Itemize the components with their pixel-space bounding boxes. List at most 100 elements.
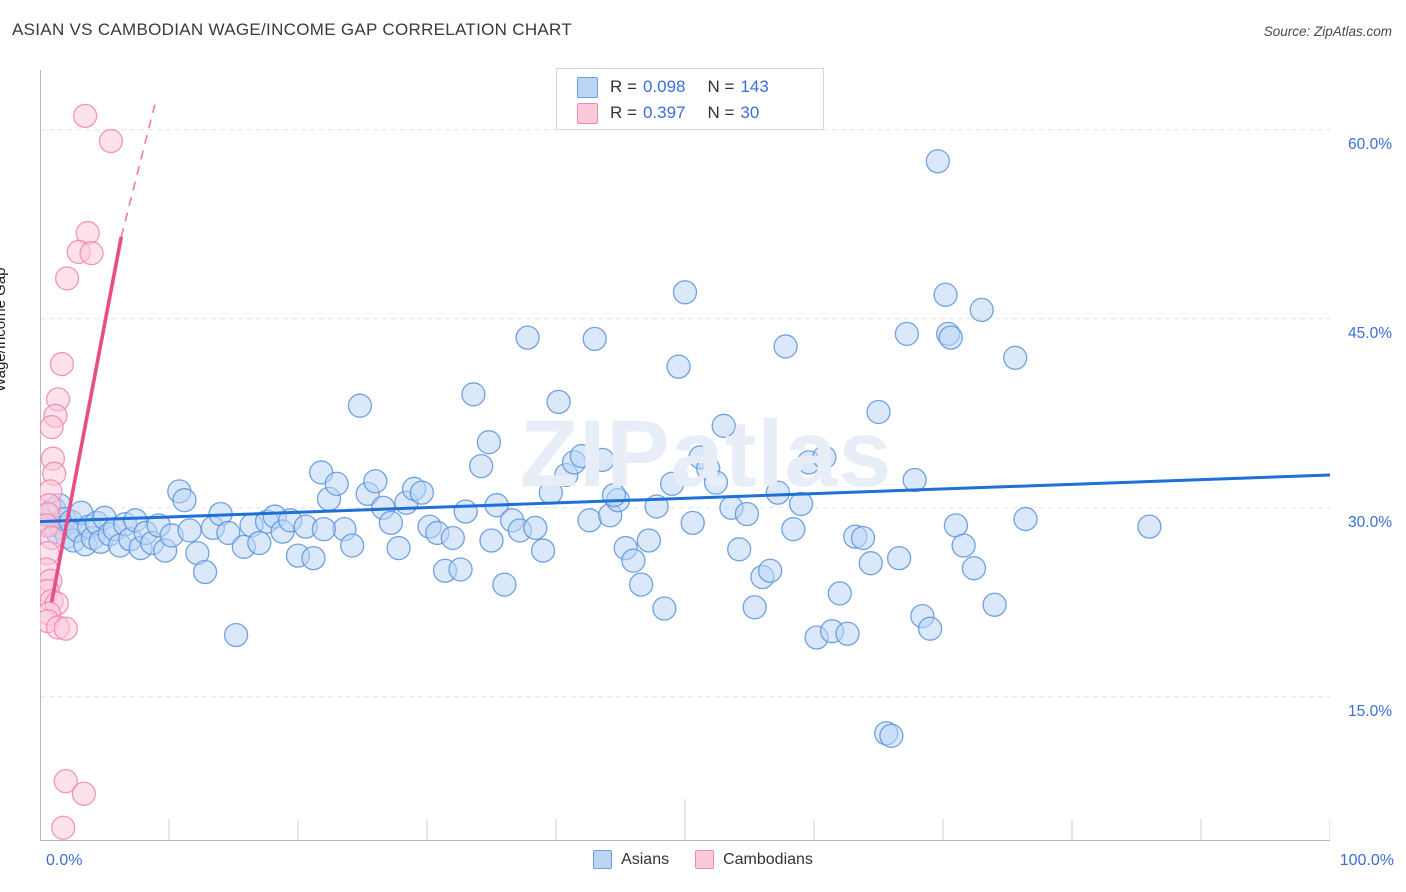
- data-point: [590, 447, 615, 472]
- series-label-asians: Asians: [621, 850, 670, 868]
- data-point: [652, 596, 677, 621]
- data-point: [311, 516, 336, 542]
- data-point: [347, 393, 373, 418]
- data-point: [448, 557, 473, 582]
- data-point: [902, 467, 927, 493]
- data-point: [951, 533, 976, 558]
- data-point: [788, 491, 814, 517]
- data-point: [933, 282, 958, 307]
- y-axis-label-30: 30.0%: [1348, 513, 1392, 531]
- data-point: [666, 354, 691, 379]
- data-point: [73, 103, 98, 129]
- data-point: [324, 471, 349, 496]
- correlation-legend: R = 0.098 N = 143 R = 0.397 N = 30: [556, 68, 824, 130]
- data-point: [461, 382, 486, 407]
- data-point: [386, 535, 411, 561]
- data-point: [363, 469, 388, 494]
- data-point: [734, 501, 760, 527]
- data-point: [98, 128, 124, 154]
- x-axis-min-label: 0.0%: [46, 852, 83, 869]
- y-axis-label-60: 60.0%: [1348, 135, 1392, 153]
- data-point: [765, 480, 791, 505]
- data-point: [53, 768, 78, 794]
- series-swatch-asians: [593, 850, 613, 869]
- y-axis-title: Wage/Income Gap: [0, 267, 9, 392]
- legend-r-label-cambodians: R =: [610, 103, 637, 122]
- data-point: [440, 525, 465, 551]
- data-point: [672, 280, 698, 305]
- data-point: [1003, 345, 1028, 370]
- legend-r-label-asians: R =: [610, 77, 637, 96]
- x-axis-max-label: 100.0%: [1339, 852, 1394, 869]
- scatter-chart-svg: [34, 70, 1331, 841]
- data-point: [628, 572, 654, 597]
- data-point: [680, 510, 705, 535]
- series-swatch-cambodians: [695, 850, 715, 869]
- data-point: [601, 482, 627, 508]
- page-title: ASIAN VS CAMBODIAN WAGE/INCOME GAP CORRE…: [12, 20, 572, 39]
- data-point: [577, 508, 602, 533]
- data-point: [340, 533, 365, 558]
- data-point: [757, 558, 783, 583]
- data-point: [476, 430, 502, 455]
- data-point: [479, 528, 504, 553]
- data-point: [79, 241, 104, 266]
- series-points-cambodians: [34, 103, 124, 840]
- data-point: [378, 510, 404, 535]
- data-point: [515, 325, 540, 350]
- data-point: [938, 325, 963, 350]
- data-point: [71, 781, 97, 806]
- data-point: [301, 545, 326, 571]
- data-point: [866, 399, 891, 425]
- data-point: [812, 445, 837, 470]
- series-label-cambodians: Cambodians: [723, 850, 813, 868]
- legend-r-value-cambodians: 0.397: [642, 103, 686, 122]
- series-legend-item-cambodians[interactable]: Cambodians: [695, 850, 813, 869]
- y-axis-label-45: 45.0%: [1348, 324, 1392, 342]
- data-point: [569, 443, 594, 469]
- data-point: [546, 389, 571, 415]
- data-point: [894, 321, 920, 346]
- data-point: [51, 815, 76, 840]
- data-point: [247, 530, 272, 556]
- data-point: [969, 297, 994, 323]
- data-point: [453, 499, 478, 524]
- data-point: [216, 520, 241, 546]
- data-point: [886, 545, 912, 571]
- data-point: [727, 537, 752, 562]
- data-point: [925, 149, 950, 174]
- chart-plot-area: [34, 70, 1331, 841]
- data-point: [850, 525, 876, 551]
- series-legend-item-asians[interactable]: Asians: [593, 850, 669, 869]
- data-point: [835, 621, 860, 646]
- data-point: [711, 413, 736, 438]
- legend-n-value-asians: 143: [740, 77, 769, 96]
- series-points-asians: [35, 149, 1162, 748]
- data-point: [1137, 514, 1162, 539]
- trendline-extension-cambodians: [120, 104, 156, 238]
- legend-r-value-asians: 0.098: [642, 77, 686, 96]
- data-point: [172, 488, 197, 513]
- data-point: [621, 548, 646, 573]
- data-point: [961, 556, 987, 581]
- trendline-cambodians: [49, 236, 124, 603]
- legend-row-cambodians: R = 0.397 N = 30: [577, 100, 823, 126]
- data-point: [858, 551, 883, 576]
- data-point: [773, 334, 798, 359]
- data-point: [409, 480, 434, 505]
- y-axis-label-15: 15.0%: [1348, 702, 1392, 720]
- data-point: [523, 515, 548, 541]
- data-point: [469, 453, 494, 479]
- data-point: [703, 470, 729, 495]
- data-point: [879, 723, 904, 748]
- data-point: [530, 538, 556, 563]
- data-point: [53, 616, 78, 641]
- data-point: [192, 559, 218, 585]
- source-label: Source: ZipAtlas.com: [1263, 24, 1392, 39]
- data-point: [49, 351, 75, 377]
- data-point: [39, 414, 64, 440]
- data-point: [917, 616, 943, 641]
- legend-swatch-asians: [577, 76, 598, 98]
- trendline-asians: [39, 473, 1331, 524]
- data-point: [781, 516, 806, 542]
